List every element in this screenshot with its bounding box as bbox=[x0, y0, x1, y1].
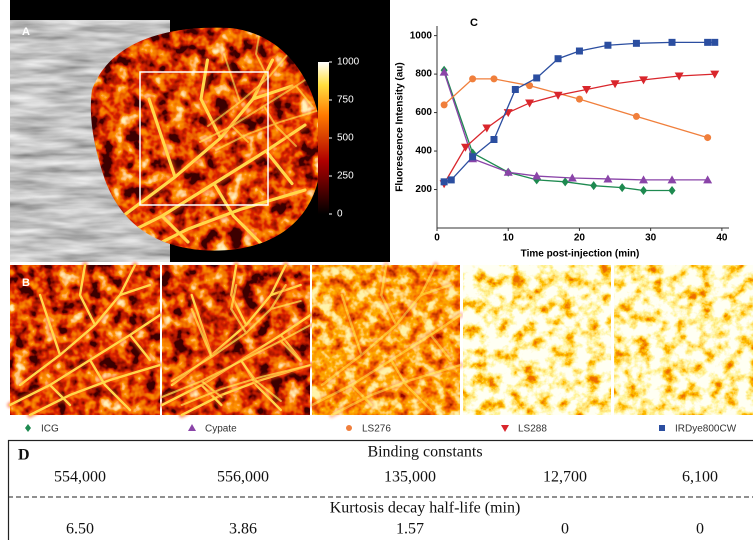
marker bbox=[576, 96, 583, 103]
marker bbox=[640, 186, 647, 195]
x-tick-label: 30 bbox=[645, 233, 657, 244]
chart-c: C Time post-injection (min) Fluorescence… bbox=[395, 17, 729, 260]
marker bbox=[25, 424, 31, 432]
image-irdye bbox=[614, 265, 753, 415]
colorbar-tick-label: 750 bbox=[337, 95, 354, 106]
marker bbox=[441, 101, 448, 108]
marker bbox=[590, 181, 597, 190]
image-ls288 bbox=[463, 265, 611, 415]
panel-a: A 1000 750 500 250 0 bbox=[10, 0, 390, 262]
image-ls276 bbox=[312, 265, 461, 415]
y-tick-label: 800 bbox=[415, 69, 432, 80]
panel-b: B bbox=[10, 265, 753, 415]
marker bbox=[490, 75, 497, 82]
x-tick-label: 20 bbox=[574, 233, 586, 244]
marker bbox=[533, 74, 540, 81]
colorbar-tick-label: 500 bbox=[337, 133, 354, 144]
table-cell: 554,000 bbox=[54, 469, 106, 486]
legend-label: LS276 bbox=[362, 424, 391, 435]
marker bbox=[711, 39, 718, 46]
section-title: Binding constants bbox=[367, 444, 482, 461]
legend: ICG Cypate LS276 LS288 IRDye800CW bbox=[25, 424, 737, 435]
figure: A 10007505002500 B C Time post-injection… bbox=[0, 0, 753, 540]
marker bbox=[448, 176, 455, 183]
series-line bbox=[444, 79, 708, 138]
table-cell: 12,700 bbox=[543, 469, 587, 486]
x-tick-label: 10 bbox=[503, 233, 515, 244]
y-tick-label: 200 bbox=[415, 184, 432, 195]
marker bbox=[659, 425, 665, 431]
table-cell: 0 bbox=[696, 521, 704, 538]
table-cell: 135,000 bbox=[384, 469, 436, 486]
y-axis-label: Fluorescence Intensity (au) bbox=[395, 62, 406, 191]
table-cell: 0 bbox=[561, 521, 569, 538]
marker bbox=[469, 153, 476, 160]
marker bbox=[633, 113, 640, 120]
colorbar-tick-label: 1000 bbox=[337, 57, 360, 68]
x-tick-label: 40 bbox=[716, 233, 728, 244]
legend-label: ICG bbox=[41, 424, 59, 435]
table-cell: 6,100 bbox=[682, 469, 718, 486]
marker bbox=[562, 177, 569, 186]
legend-label: IRDye800CW bbox=[675, 424, 737, 435]
series-line bbox=[444, 70, 672, 190]
table-cell: 6.50 bbox=[66, 521, 94, 538]
marker bbox=[704, 39, 711, 46]
y-tick-label: 1000 bbox=[410, 30, 433, 41]
marker bbox=[512, 86, 519, 93]
image-icg bbox=[10, 265, 160, 415]
marker bbox=[188, 424, 196, 431]
series-line bbox=[444, 74, 715, 184]
marker bbox=[604, 42, 611, 49]
marker bbox=[501, 425, 509, 432]
colorbar bbox=[318, 62, 329, 214]
panel-label: C bbox=[470, 17, 478, 29]
y-tick-label: 400 bbox=[415, 146, 432, 157]
marker bbox=[576, 48, 583, 55]
marker bbox=[633, 40, 640, 47]
marker bbox=[346, 425, 352, 431]
section-title: Kurtosis decay half-life (min) bbox=[330, 500, 521, 517]
x-tick-label: 0 bbox=[434, 233, 440, 244]
legend-label: Cypate bbox=[205, 424, 237, 435]
marker bbox=[440, 68, 449, 76]
marker bbox=[441, 178, 448, 185]
marker bbox=[469, 75, 476, 82]
table-cell: 1.57 bbox=[396, 521, 424, 538]
y-tick-label: 600 bbox=[415, 107, 432, 118]
series-line bbox=[444, 42, 715, 181]
marker bbox=[525, 99, 534, 107]
marker bbox=[619, 183, 626, 192]
marker bbox=[555, 55, 562, 62]
panel-label: D bbox=[18, 447, 30, 464]
panel-label: B bbox=[22, 277, 30, 289]
colorbar-tick-label: 0 bbox=[337, 209, 343, 220]
marker bbox=[669, 39, 676, 46]
table-cell: 556,000 bbox=[217, 469, 269, 486]
marker bbox=[490, 136, 497, 143]
image-cypate bbox=[162, 265, 311, 415]
marker bbox=[669, 186, 676, 195]
panel-label: A bbox=[22, 26, 30, 38]
table-d: D Binding constants 554,000 556,000 135,000… bbox=[8, 441, 753, 540]
marker bbox=[704, 134, 711, 141]
colorbar-tick-label: 250 bbox=[337, 171, 354, 182]
legend-label: LS288 bbox=[518, 424, 547, 435]
x-axis-label: Time post-injection (min) bbox=[521, 249, 640, 260]
table-cell: 3.86 bbox=[229, 521, 257, 538]
